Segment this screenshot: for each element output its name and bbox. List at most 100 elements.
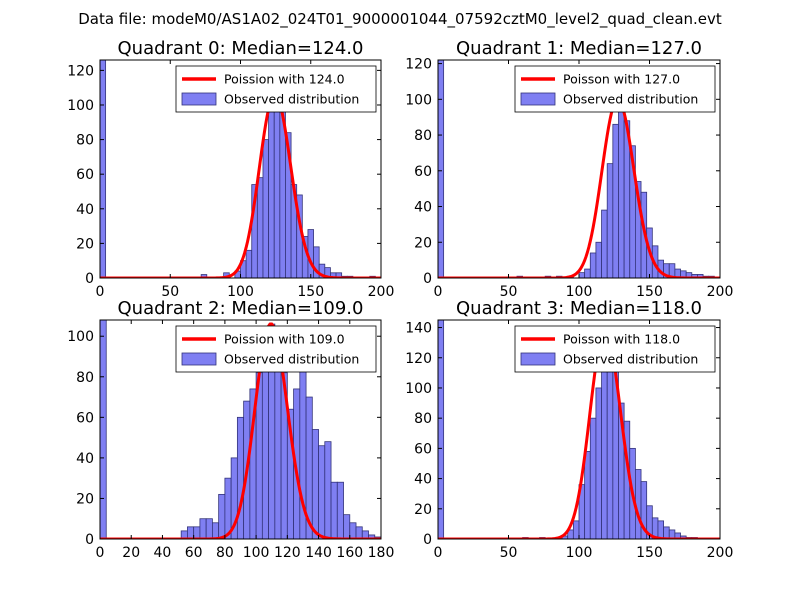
x-tick-label: 100 [243, 545, 270, 561]
y-tick-label: 20 [414, 235, 432, 251]
y-tick-label: 0 [423, 532, 432, 548]
x-tick-label: 200 [368, 284, 395, 300]
histogram-bar [589, 417, 597, 539]
histogram-bar [572, 520, 580, 539]
x-tick-label: 0 [96, 545, 105, 561]
histogram-bar [330, 481, 338, 539]
histogram-bar [663, 526, 670, 539]
x-tick-label: 120 [274, 545, 301, 561]
x-tick-label: 200 [707, 284, 734, 300]
figure-suptitle: Data file: modeM0/AS1A02_024T01_90000010… [78, 10, 722, 29]
x-tick-label: 100 [566, 284, 593, 300]
histogram-bar [601, 345, 608, 539]
quadrant-3-legend: Poisson with 118.0 Observed distribution [514, 325, 716, 373]
histogram-bar [355, 526, 363, 539]
legend-label-observed: Observed distribution [563, 92, 698, 107]
histogram-bar [100, 60, 107, 278]
quadrant-2-axes-frame [99, 319, 382, 540]
x-tick-label: 80 [216, 545, 234, 561]
histogram-bar [211, 522, 220, 539]
histogram-bar [318, 445, 326, 539]
y-tick-label: 120 [405, 351, 432, 367]
x-tick-label: 160 [336, 545, 363, 561]
legend-bar-swatch [520, 92, 556, 106]
y-tick-label: 40 [414, 200, 432, 216]
histogram-bar [274, 347, 282, 539]
y-tick-label: 140 [405, 321, 432, 337]
histogram-bar [349, 522, 357, 539]
y-tick-label: 20 [76, 491, 94, 507]
x-tick-label: 20 [122, 545, 140, 561]
histogram-bar [595, 241, 602, 278]
x-tick-label: 50 [500, 284, 518, 300]
x-tick-label: 0 [96, 284, 105, 300]
histogram-bar [193, 526, 201, 539]
histogram-bar [262, 139, 270, 278]
x-tick-label: 60 [185, 545, 203, 561]
legend-bar-swatch [181, 352, 217, 366]
x-tick-label: 140 [305, 545, 332, 561]
y-tick-label: 100 [405, 92, 432, 108]
histogram-bar [612, 123, 619, 278]
legend-bar-swatch [520, 352, 556, 366]
legend-label-observed: Observed distribution [224, 352, 359, 367]
histogram-bar [343, 514, 351, 539]
quadrant-1-legend: Poisson with 127.0 Observed distribution [514, 65, 716, 113]
y-tick-label: 0 [85, 271, 94, 287]
quadrant-2-bars [100, 320, 381, 539]
y-tick-label: 100 [67, 329, 94, 345]
histogram-bar [199, 518, 207, 539]
y-tick-label: 80 [76, 133, 94, 149]
legend-label-poisson: Poission with 109.0 [224, 332, 345, 347]
histogram-bar [336, 481, 344, 539]
y-tick-label: 80 [414, 411, 432, 427]
histogram-bar [438, 60, 445, 278]
histogram-bar [584, 450, 591, 539]
y-tick-label: 100 [405, 381, 432, 397]
histogram-bar [657, 520, 665, 539]
x-tick-label: 50 [161, 284, 179, 300]
legend-bar-swatch [181, 92, 217, 106]
y-tick-label: 120 [67, 63, 94, 79]
histogram-bar [273, 97, 281, 278]
x-tick-label: 150 [636, 284, 663, 300]
histogram-bar [100, 320, 107, 539]
histogram-bar [205, 518, 213, 539]
histogram-bar [589, 252, 597, 278]
y-tick-label: 100 [67, 98, 94, 114]
quadrant-1-title: Quadrant 1: Median=127.0 [456, 38, 702, 59]
x-tick-label: 0 [434, 545, 443, 561]
y-tick-label: 40 [76, 202, 94, 218]
y-tick-label: 40 [76, 451, 94, 467]
y-tick-label: 60 [76, 167, 94, 183]
quadrant-3-panel: Quadrant 3: Median=118.0 0 50 100 150 200 0 20 4… [405, 298, 733, 561]
y-tick-label: 60 [76, 410, 94, 426]
legend-label-poisson: Poisson with 118.0 [563, 332, 680, 347]
legend-label-observed: Observed distribution [563, 352, 698, 367]
x-tick-label: 200 [707, 545, 734, 561]
x-tick-label: 150 [297, 284, 324, 300]
x-tick-label: 100 [566, 545, 593, 561]
histogram-bar [268, 108, 275, 278]
y-tick-label: 20 [414, 502, 432, 518]
quadrant-3-bars [438, 320, 698, 539]
quadrant-0-title: Quadrant 0: Median=124.0 [118, 38, 364, 59]
x-tick-label: 100 [227, 284, 254, 300]
histogram-bar [595, 387, 602, 539]
legend-box [175, 65, 377, 113]
quadrant-3-title: Quadrant 3: Median=118.0 [456, 298, 702, 319]
y-tick-label: 40 [414, 472, 432, 488]
y-tick-label: 80 [414, 128, 432, 144]
y-tick-label: 60 [414, 441, 432, 457]
legend-label-poisson: Poisson with 127.0 [563, 72, 680, 87]
y-tick-label: 20 [76, 236, 94, 252]
quadrant-2-legend: Poission with 109.0 Observed distribution [175, 325, 377, 373]
y-tick-label: 0 [85, 532, 94, 548]
legend-label-poisson: Poission with 124.0 [224, 72, 345, 87]
histogram-bar [313, 246, 320, 278]
x-tick-label: 0 [434, 284, 443, 300]
quadrant-1-panel: Quadrant 1: Median=127.0 0 50 100 150 200 0 20 4… [405, 38, 733, 300]
histogram-bar [606, 163, 614, 278]
histogram-bar [245, 249, 253, 278]
